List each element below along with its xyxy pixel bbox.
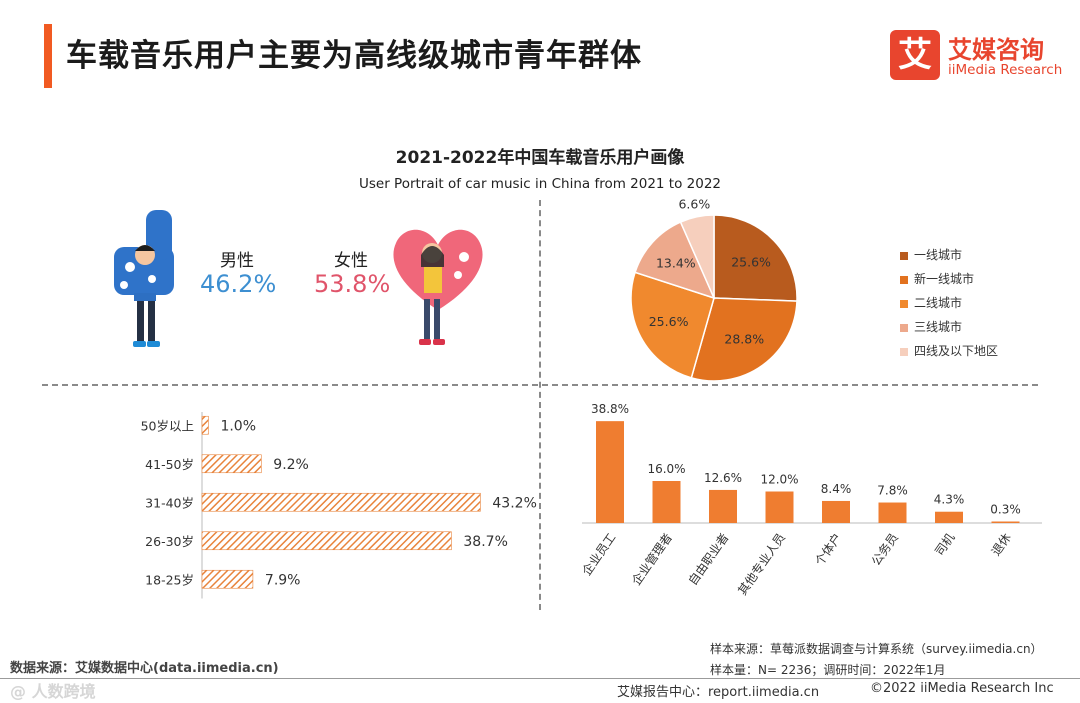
data-source: 数据来源：艾媒数据中心(data.iimedia.cn) xyxy=(10,661,279,676)
occupation-bar xyxy=(991,521,1020,523)
legend-swatch xyxy=(900,275,908,284)
logo-en-text: iiMedia Research xyxy=(948,62,1063,78)
occupation-bar xyxy=(709,489,737,523)
female-illustration xyxy=(393,229,483,345)
legend-item: 一线城市 xyxy=(900,246,998,263)
pie-slice-label: 28.8% xyxy=(724,332,764,347)
sample-size: 样本量：N= 2236；调研时间：2022年1月 xyxy=(710,663,946,677)
legend-label: 一线城市 xyxy=(914,248,963,262)
age-value-label: 7.9% xyxy=(265,572,301,588)
pie-slice xyxy=(713,214,798,302)
watermark-text: @ 人数跨境 xyxy=(10,682,96,701)
female-label: 女性 xyxy=(334,251,368,271)
legend-swatch xyxy=(900,323,908,332)
legend-item: 二线城市 xyxy=(900,294,998,311)
age-bar xyxy=(201,454,262,474)
occupation-value-label: 0.3% xyxy=(990,503,1021,517)
occupation-bar xyxy=(935,511,963,523)
occupation-category-label: 自由职业者 xyxy=(686,531,732,588)
pie-slice xyxy=(634,221,716,300)
female-value: 53.8% xyxy=(314,270,391,298)
pie-slice xyxy=(690,297,798,382)
title-accent-bar xyxy=(44,24,52,88)
age-bar xyxy=(201,415,209,435)
legend-label: 四线及以下地区 xyxy=(914,344,999,358)
age-value-label: 1.0% xyxy=(220,418,256,434)
age-value-label: 9.2% xyxy=(273,457,309,473)
occupation-value-label: 38.8% xyxy=(591,402,629,416)
legend-swatch xyxy=(900,251,908,260)
sample-source: 样本来源：草莓派数据调查与计算系统（survey.iimedia.cn） xyxy=(710,642,1043,656)
occupation-category-label: 公务员 xyxy=(868,530,901,568)
age-bar xyxy=(201,569,254,589)
legend-swatch xyxy=(900,299,908,308)
legend-swatch xyxy=(900,347,908,356)
age-category-label: 26-30岁 xyxy=(145,534,194,549)
brand-logo: 艾 艾媒咨询 iiMedia Research xyxy=(890,30,1070,84)
occupation-value-label: 12.0% xyxy=(760,473,798,487)
city-tier-pie-chart: 25.6% 28.8% 25.6% 13.4% 6.6% xyxy=(630,197,798,382)
copyright: ©2022 iiMedia Research Inc xyxy=(870,681,1054,696)
pie-slice-label: 13.4% xyxy=(656,255,696,270)
age-category-label: 31-40岁 xyxy=(145,495,194,510)
age-value-label: 38.7% xyxy=(463,534,507,550)
occupation-bar xyxy=(765,491,794,523)
legend-label: 三线城市 xyxy=(914,320,963,334)
occupation-category-label: 企业员工 xyxy=(579,530,619,578)
chart-subtitle: User Portrait of car music in China from… xyxy=(358,176,722,192)
occupation-category-label: 退休 xyxy=(989,531,1014,559)
male-illustration xyxy=(114,210,174,347)
occupation-value-label: 8.4% xyxy=(821,482,852,496)
logo-cn-text: 艾媒咨询 xyxy=(948,36,1044,64)
page-title: 车载音乐用户主要为高线级城市青年群体 xyxy=(66,38,642,74)
age-bar xyxy=(201,531,452,551)
legend-label: 新一线城市 xyxy=(914,272,975,286)
legend-item: 四线及以下地区 xyxy=(900,342,998,359)
legend-item: 三线城市 xyxy=(900,318,998,335)
male-label: 男性 xyxy=(220,251,254,271)
chart-title: 2021-2022年中国车载音乐用户画像 xyxy=(395,148,685,168)
male-value: 46.2% xyxy=(200,270,277,298)
age-category-label: 18-25岁 xyxy=(145,572,194,587)
occupation-bar xyxy=(878,502,907,523)
occupation-category-label: 其他专业人员 xyxy=(734,530,788,598)
occupation-category-label: 个体户 xyxy=(812,530,845,568)
thumbs-up-thumb xyxy=(146,210,172,260)
legend-label: 二线城市 xyxy=(914,296,963,310)
age-category-label: 41-50岁 xyxy=(145,457,194,472)
logo-mark: 艾 xyxy=(890,30,940,80)
pie-slice-label: 25.6% xyxy=(731,254,771,269)
age-bar-chart: 50岁以上 1.0% 41-50岁 9.2% 31-40岁 43.2% 26-30岁 38.7… xyxy=(141,412,537,599)
horizontal-divider xyxy=(42,384,1038,386)
occupation-category-label: 企业管理者 xyxy=(628,530,675,588)
occupation-value-label: 16.0% xyxy=(647,462,685,476)
occupation-bar-chart: 38.8% 企业员工 16.0% 企业管理者 12.6% 自由职业者 12.0% 其他专业人员… xyxy=(579,402,1042,598)
footer-divider xyxy=(0,678,1080,679)
age-category-label: 50岁以上 xyxy=(141,418,194,433)
occupation-category-label: 司机 xyxy=(932,531,957,559)
occupation-bar xyxy=(596,421,624,523)
occupation-bar xyxy=(822,500,850,523)
pie-slice xyxy=(679,214,715,299)
occupation-value-label: 7.8% xyxy=(877,484,908,498)
occupation-value-label: 4.3% xyxy=(934,493,965,507)
pie-slice-label: 6.6% xyxy=(678,197,710,212)
pie-slice-label: 25.6% xyxy=(649,314,689,329)
city-tier-legend: 一线城市新一线城市二线城市三线城市四线及以下地区 xyxy=(900,246,998,366)
legend-item: 新一线城市 xyxy=(900,270,998,287)
age-bar xyxy=(201,492,481,512)
report-center-link[interactable]: 艾媒报告中心：report.iimedia.cn xyxy=(617,685,820,700)
occupation-bar xyxy=(652,481,681,523)
pie-slice xyxy=(630,271,715,379)
occupation-value-label: 12.6% xyxy=(704,471,742,485)
age-value-label: 43.2% xyxy=(492,495,536,511)
vertical-divider xyxy=(539,200,541,610)
